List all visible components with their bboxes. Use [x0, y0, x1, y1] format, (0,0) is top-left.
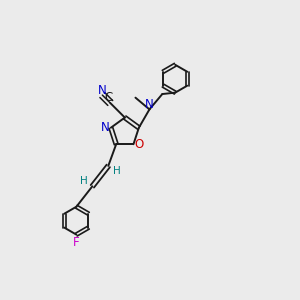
Text: O: O: [135, 138, 144, 151]
Text: N: N: [98, 84, 106, 97]
Text: H: H: [80, 176, 88, 186]
Text: F: F: [73, 236, 80, 249]
Text: N: N: [100, 121, 109, 134]
Text: N: N: [145, 98, 154, 111]
Text: H: H: [113, 167, 121, 176]
Text: C: C: [105, 91, 113, 104]
